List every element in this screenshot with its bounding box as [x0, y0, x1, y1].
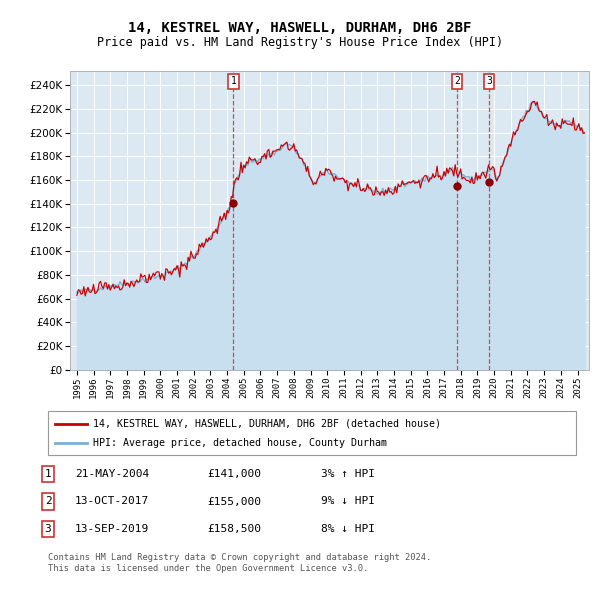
Text: £155,000: £155,000 — [207, 497, 261, 506]
Text: £158,500: £158,500 — [207, 524, 261, 533]
Text: Price paid vs. HM Land Registry's House Price Index (HPI): Price paid vs. HM Land Registry's House … — [97, 36, 503, 49]
Text: 8% ↓ HPI: 8% ↓ HPI — [321, 524, 375, 533]
Text: 21-MAY-2004: 21-MAY-2004 — [75, 470, 149, 479]
Text: 14, KESTREL WAY, HASWELL, DURHAM, DH6 2BF: 14, KESTREL WAY, HASWELL, DURHAM, DH6 2B… — [128, 21, 472, 35]
Text: Contains HM Land Registry data © Crown copyright and database right 2024.
This d: Contains HM Land Registry data © Crown c… — [48, 553, 431, 573]
Text: 3: 3 — [486, 77, 492, 87]
Text: 2: 2 — [44, 497, 52, 506]
Text: 13-OCT-2017: 13-OCT-2017 — [75, 497, 149, 506]
Text: 3: 3 — [44, 524, 52, 533]
Text: 3% ↑ HPI: 3% ↑ HPI — [321, 470, 375, 479]
Text: HPI: Average price, detached house, County Durham: HPI: Average price, detached house, Coun… — [93, 438, 387, 448]
Text: £141,000: £141,000 — [207, 470, 261, 479]
Text: 14, KESTREL WAY, HASWELL, DURHAM, DH6 2BF (detached house): 14, KESTREL WAY, HASWELL, DURHAM, DH6 2B… — [93, 419, 441, 428]
Text: 1: 1 — [230, 77, 236, 87]
Text: 9% ↓ HPI: 9% ↓ HPI — [321, 497, 375, 506]
Text: 13-SEP-2019: 13-SEP-2019 — [75, 524, 149, 533]
Text: 1: 1 — [44, 470, 52, 479]
Text: 2: 2 — [454, 77, 460, 87]
